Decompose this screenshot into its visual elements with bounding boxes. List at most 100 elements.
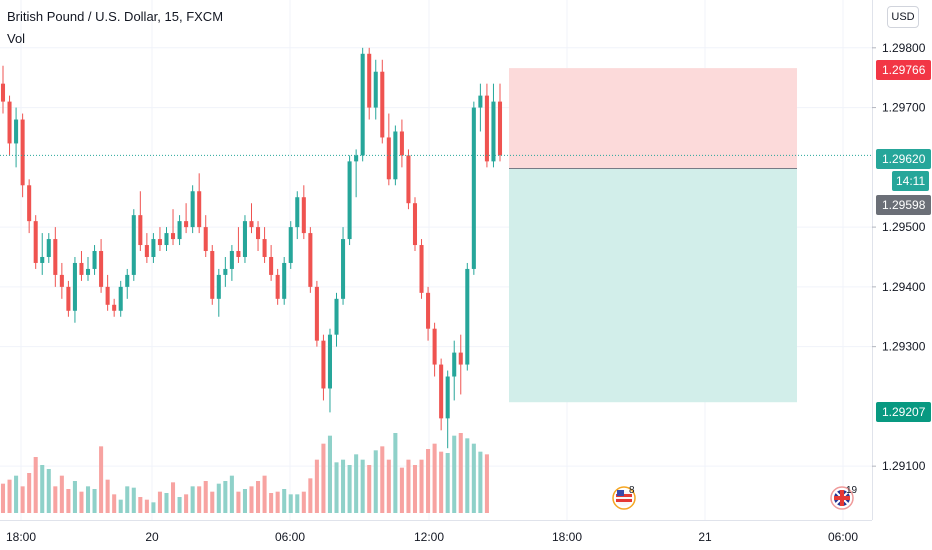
volume-bar <box>138 497 143 513</box>
candle-body-up <box>125 274 130 287</box>
volume-bar <box>347 465 352 513</box>
candle-body-up <box>347 161 352 240</box>
volume-bar <box>360 459 365 513</box>
volume-bar <box>373 450 378 513</box>
candle-body-up <box>354 155 359 162</box>
volume-bar <box>151 502 156 513</box>
time-axis[interactable]: 18:00 20 06:00 12:00 18:00 21 06:00 <box>6 530 858 544</box>
volume-bar <box>295 494 300 513</box>
candle-body-up <box>327 334 333 389</box>
candle-body-down <box>203 227 208 252</box>
volume-bar <box>288 494 293 513</box>
volume-bar <box>92 489 97 513</box>
candle-body-up <box>131 215 136 275</box>
candle-body-up <box>471 107 476 269</box>
volume-bar <box>484 454 489 513</box>
candle-body-down <box>269 256 274 275</box>
price-tick-label: 1.29300 <box>882 340 926 354</box>
candle-body-down <box>105 286 110 305</box>
us-event-marker[interactable]: 8 <box>612 485 636 510</box>
volume-bar <box>20 486 25 513</box>
volume-bar <box>478 451 483 513</box>
price-tick-label: 1.29100 <box>882 459 926 473</box>
candle-body-down <box>66 286 71 311</box>
volume-bar <box>301 491 306 513</box>
price-tick-label: 1.29400 <box>882 280 926 294</box>
time-tick-label: 06:00 <box>828 530 858 544</box>
last-price-tag: 1.29620 <box>876 149 932 169</box>
volume-bar <box>216 483 221 513</box>
candle-body-down <box>7 101 12 144</box>
volume-bar <box>112 494 117 513</box>
volume-bar <box>275 491 280 513</box>
candle-body-up <box>72 262 77 311</box>
candle-body-down <box>197 191 202 228</box>
candle-body-down <box>59 274 64 287</box>
currency-button[interactable]: USD <box>887 6 919 28</box>
volume-bar <box>164 493 169 513</box>
volume-bar <box>354 454 359 513</box>
candle-body-down <box>256 227 261 240</box>
volume-bar <box>144 499 149 513</box>
price-axis[interactable]: 1.29800 1.29700 1.29500 1.29400 1.29300 1.291… <box>872 41 926 473</box>
uk-event-marker[interactable]: 19 <box>830 485 858 510</box>
candle-body-down <box>484 95 489 162</box>
time-tick-label: 12:00 <box>414 530 444 544</box>
candle-body-down <box>275 274 280 299</box>
candle-body-up <box>393 131 398 180</box>
candle-body-up <box>334 298 339 335</box>
volume-bar <box>131 487 136 513</box>
volume-bar <box>249 486 254 513</box>
position-zones[interactable] <box>509 68 797 403</box>
volume-bar <box>40 465 45 513</box>
volume-bar <box>327 435 333 513</box>
us-event-count: 8 <box>629 485 635 496</box>
candle-body-down <box>79 262 84 275</box>
volume-bar <box>380 446 385 513</box>
candle-body-up <box>373 71 378 108</box>
volume-bar <box>7 479 12 513</box>
volume-indicator-label[interactable]: Vol <box>7 31 26 46</box>
volume-bar <box>105 479 110 513</box>
volume-bar <box>341 459 346 513</box>
volume-bar <box>308 478 313 513</box>
candle-body-up <box>288 227 293 263</box>
candle-body-up <box>452 352 457 377</box>
volume-bar <box>72 481 77 513</box>
candle-body-down <box>170 233 176 240</box>
volume-bar <box>321 443 326 513</box>
volume-bar <box>334 462 339 513</box>
volume-bars <box>0 433 489 513</box>
candle-body-up <box>40 256 45 263</box>
volume-bar <box>14 475 19 513</box>
candle-body-down <box>53 239 58 275</box>
candle-body-down <box>458 352 463 365</box>
volume-bar <box>229 475 234 513</box>
time-tick-label: 18:00 <box>6 530 36 544</box>
candle-body-up <box>229 251 234 269</box>
candle-body-down <box>497 101 503 156</box>
candle-body-up <box>341 239 346 299</box>
candle-body-down <box>367 53 372 108</box>
volume-bar <box>27 473 32 513</box>
volume-bar <box>406 459 411 513</box>
candle-body-up <box>445 376 450 419</box>
candle-body-up <box>118 286 123 311</box>
candle-body-down <box>406 155 411 204</box>
volume-bar <box>210 491 215 513</box>
volume-bar <box>242 489 247 513</box>
candle-body-down <box>314 286 319 341</box>
uk-event-count: 19 <box>846 485 858 496</box>
candle-body-up <box>360 53 365 156</box>
candle-body-down <box>412 203 418 246</box>
volume-bar <box>85 486 91 513</box>
candle-body-down <box>0 83 6 102</box>
time-tick-label: 21 <box>698 530 712 544</box>
volume-bar <box>269 493 274 513</box>
symbol-title[interactable]: British Pound / U.S. Dollar, 15, FXCM <box>7 9 224 24</box>
candle-body-up <box>46 239 51 257</box>
candle-body-down <box>419 245 424 293</box>
price-tick-label: 1.29500 <box>882 220 926 234</box>
candle-body-down <box>321 340 326 389</box>
